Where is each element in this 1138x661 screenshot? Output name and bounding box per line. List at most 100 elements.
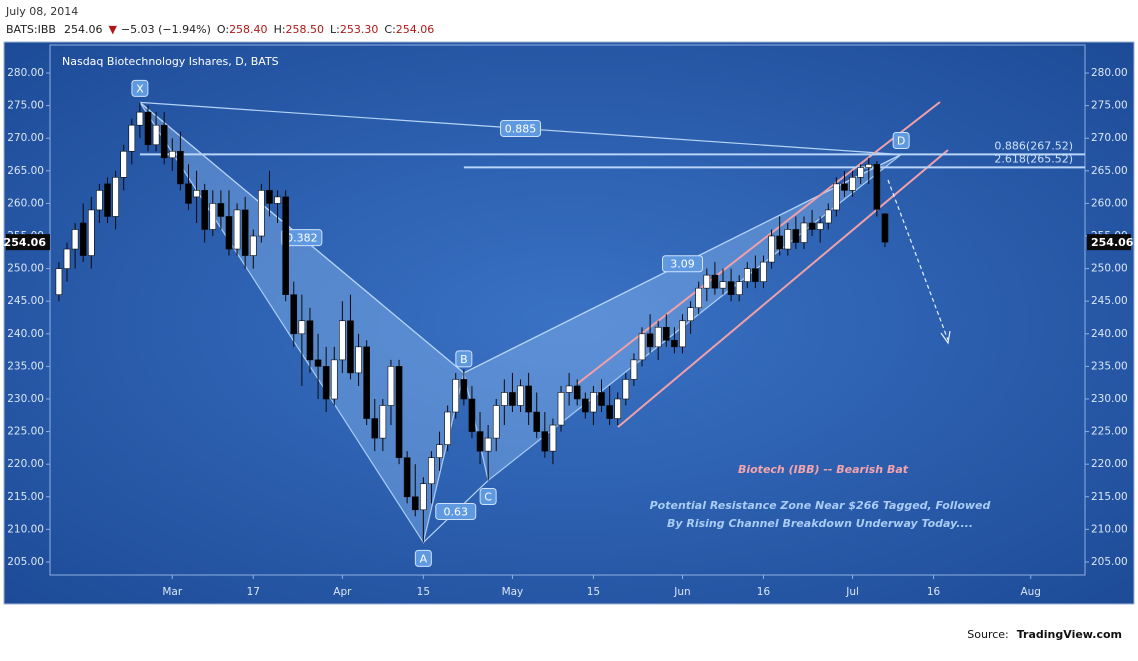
candle-body [88, 209, 95, 256]
y-tick-label: 225.00 [1091, 426, 1128, 438]
candle-body [768, 235, 775, 263]
channel-lower [617, 149, 949, 428]
candle-body [314, 359, 322, 367]
ohlc-label: O: [217, 23, 229, 36]
point-label-box [892, 132, 910, 150]
y-tick-label: 225.00 [7, 426, 44, 438]
candle-body [549, 424, 557, 452]
candle-body [711, 274, 719, 289]
candle-body [420, 483, 427, 511]
point-label: C [484, 490, 492, 503]
source: Source: TradingView.com [967, 628, 1122, 641]
candle-body [476, 431, 484, 452]
candle-body [517, 385, 524, 406]
point-label-box [455, 350, 473, 368]
candle-body [695, 287, 702, 309]
panel [3, 41, 1135, 605]
point-label-box [414, 549, 432, 567]
candle-body [436, 444, 443, 458]
candle-body [444, 411, 451, 445]
y-tick-label: 260.00 [1091, 197, 1128, 209]
ohlc-label: C: [384, 23, 395, 36]
y-tick-label: 240.00 [7, 328, 44, 340]
ratio-label-box [281, 229, 323, 247]
x-tick-label: Aug [1020, 586, 1041, 598]
candle-body [484, 437, 492, 452]
price-tag [1087, 234, 1131, 251]
candle-body [298, 320, 306, 335]
candle-body [679, 320, 686, 348]
y-tick-label: 210.00 [7, 523, 44, 535]
candle-body [816, 222, 824, 230]
point-label: X [136, 82, 144, 95]
candle-body [403, 457, 411, 498]
x-tick-label: 16 [927, 586, 941, 598]
candle-body [322, 366, 330, 400]
y-tick-label: 270.00 [1091, 132, 1128, 144]
y-tick-label: 280.00 [1091, 67, 1128, 79]
y-tick-label: 270.00 [7, 132, 44, 144]
candle-body [330, 359, 338, 400]
candle-body [776, 235, 783, 250]
y-tick-label: 250.00 [7, 263, 44, 275]
candle-body [363, 346, 370, 419]
candle-body [784, 229, 792, 250]
candle-body [719, 281, 727, 289]
candle-body [752, 268, 759, 282]
ohlc-label: L: [330, 23, 340, 36]
x-tick-label: 15 [587, 586, 600, 598]
candle-body [225, 216, 233, 250]
candle-body [857, 167, 864, 178]
change: −5.03 (−1.94%) [121, 23, 211, 36]
arrow: ▼ [108, 23, 117, 36]
y-tick-label: 205.00 [1091, 556, 1128, 568]
candle-body [96, 190, 103, 211]
candle-body [703, 274, 711, 289]
source-name: TradingView.com [1017, 628, 1122, 641]
y-tick-label: 265.00 [1091, 165, 1128, 177]
candle-body [411, 496, 419, 511]
x-tick-label: Jul [845, 586, 859, 598]
candle-body [582, 398, 589, 413]
candle-body [598, 392, 605, 406]
ratio-label: 0.885 [505, 122, 537, 135]
ohlc-value: 258.50 [286, 23, 325, 36]
y-tick-label: 240.00 [1091, 328, 1128, 340]
x-tick-label: Mar [162, 586, 182, 598]
candle-body [112, 177, 119, 217]
candle-body [387, 366, 395, 406]
candle-body [152, 124, 160, 146]
candle-body [71, 229, 79, 250]
candle-body [687, 307, 694, 322]
candle-body [606, 405, 613, 419]
candle-body [168, 150, 176, 159]
plot-frame [49, 44, 1086, 576]
y-tick-label: 205.00 [7, 556, 44, 568]
candle-body [841, 183, 848, 191]
candle-body [233, 209, 241, 250]
x-tick-label: 17 [247, 586, 260, 598]
candle-body [760, 261, 767, 282]
projection-arrow [887, 179, 949, 341]
candle-body [865, 163, 873, 168]
source-label: Source: [967, 628, 1009, 641]
candle-body [824, 209, 832, 224]
x-tick-label: 16 [757, 586, 771, 598]
y-tick-label: 215.00 [1091, 491, 1128, 503]
candle-body [428, 457, 435, 485]
candle-body [241, 209, 249, 256]
candle-body [209, 203, 217, 230]
y-tick-label: 220.00 [7, 458, 44, 470]
y-tick-label: 230.00 [1091, 393, 1128, 405]
candle-body [120, 150, 127, 178]
annotation-title: Biotech (IBB) -- Bearish Bat [738, 463, 909, 476]
y-tick-label: 230.00 [7, 393, 44, 405]
candle-body [460, 379, 468, 400]
candle-body [565, 385, 573, 393]
point-label: A [420, 552, 428, 565]
ratio-label-box [662, 255, 703, 273]
y-tick-label: 245.00 [7, 295, 44, 307]
candle-body [525, 385, 532, 413]
candle-body [808, 222, 816, 230]
x-tick-label: Apr [333, 586, 352, 598]
